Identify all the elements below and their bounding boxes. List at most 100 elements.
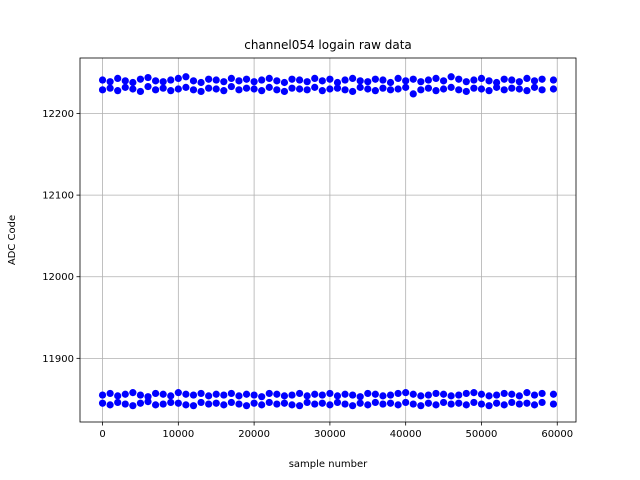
point [356, 77, 364, 85]
point [493, 399, 501, 407]
point [212, 390, 220, 398]
point [500, 401, 508, 409]
point [288, 401, 296, 409]
point [129, 85, 137, 93]
point [136, 399, 145, 407]
point [432, 87, 440, 95]
point [303, 86, 311, 94]
point [197, 398, 205, 407]
point [333, 392, 342, 400]
x-tick-label: 0 [99, 429, 105, 440]
point [220, 78, 228, 86]
point [106, 78, 114, 86]
point [371, 390, 379, 398]
point [485, 402, 493, 410]
point [417, 392, 425, 400]
point [508, 76, 516, 84]
x-tick-label: 40000 [390, 429, 422, 440]
x-tick-label: 30000 [314, 429, 346, 440]
point [121, 83, 129, 91]
point [227, 82, 235, 91]
point [364, 389, 372, 398]
point [379, 400, 387, 408]
point [515, 400, 523, 408]
point [212, 85, 220, 93]
point [500, 75, 508, 83]
point [439, 85, 448, 93]
point [549, 76, 558, 84]
point [447, 83, 455, 91]
point [121, 390, 129, 398]
point [462, 401, 470, 409]
point [205, 84, 213, 92]
point [174, 74, 182, 83]
point [341, 400, 349, 408]
point [424, 391, 433, 399]
point [409, 390, 417, 398]
point [258, 87, 266, 95]
x-tick-label: 60000 [541, 429, 573, 440]
point [477, 74, 486, 83]
point [530, 401, 539, 409]
point [280, 87, 289, 96]
point [288, 391, 296, 399]
point [417, 78, 425, 86]
point [159, 84, 167, 92]
point [273, 77, 281, 85]
point [98, 391, 107, 399]
point [197, 78, 205, 87]
point [402, 83, 410, 91]
point [273, 86, 281, 94]
point [174, 399, 182, 407]
point [303, 398, 311, 407]
point [424, 84, 433, 92]
y-tick-label: 12000 [42, 272, 74, 283]
point [311, 400, 319, 408]
point [530, 83, 539, 91]
point [402, 398, 410, 407]
point [189, 391, 198, 399]
point [205, 400, 213, 408]
point [409, 75, 417, 83]
point [189, 402, 198, 410]
point [326, 389, 334, 398]
point [386, 78, 395, 87]
point [538, 75, 546, 83]
point [98, 76, 107, 84]
point [508, 398, 516, 407]
point [151, 86, 160, 94]
point [235, 400, 243, 408]
point [220, 401, 228, 409]
point [106, 84, 114, 92]
point [549, 85, 558, 93]
chart-title: channel054 logain raw data [244, 38, 412, 52]
point [341, 76, 349, 84]
point [333, 78, 342, 87]
y-tick-label: 12200 [42, 109, 74, 120]
point [280, 399, 289, 407]
point [295, 402, 304, 410]
point [205, 75, 213, 83]
point [447, 73, 455, 81]
point [394, 74, 402, 83]
point [386, 86, 395, 94]
x-axis-label: sample number [289, 459, 368, 470]
point [485, 77, 493, 85]
point [250, 78, 258, 86]
point [432, 389, 440, 398]
point [288, 84, 296, 92]
point [538, 389, 546, 398]
point [242, 84, 251, 92]
point [379, 84, 387, 92]
point [182, 73, 190, 81]
point [417, 86, 425, 94]
y-axis-label: ADC Code [7, 215, 18, 265]
point [182, 401, 190, 409]
point [364, 78, 372, 86]
point [349, 391, 357, 399]
point [462, 78, 470, 86]
x-tick-label: 20000 [238, 429, 270, 440]
point [424, 76, 433, 84]
point [227, 389, 235, 398]
